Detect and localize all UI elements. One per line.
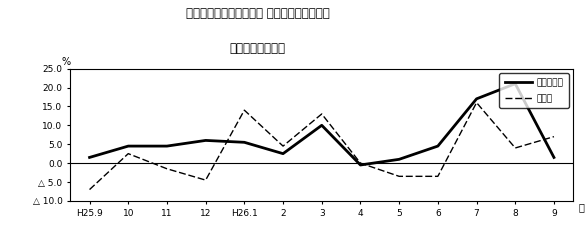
製造業 [86,188,93,191]
調査産業計 [318,124,325,127]
Text: 月: 月 [579,202,584,212]
Line: 製造業: 製造業 [90,103,554,190]
製造業 [280,145,287,147]
製造業 [357,162,364,165]
製造業 [395,175,402,178]
製造業 [550,135,558,138]
調査産業計 [280,152,287,155]
調査産業計 [202,139,209,142]
製造業 [202,179,209,182]
調査産業計 [125,145,132,147]
調査産業計 [512,82,519,85]
Line: 調査産業計: 調査産業計 [90,84,554,165]
調査産業計 [241,141,248,144]
調査産業計 [163,145,170,147]
製造業 [125,152,132,155]
製造業 [241,109,248,112]
製造業 [434,175,441,178]
Text: %: % [61,57,70,67]
製造業 [512,147,519,149]
調査産業計 [550,156,558,159]
Text: （規樯５人以上）: （規樯５人以上） [229,42,285,55]
調査産業計 [434,145,441,147]
製造業 [163,167,170,170]
調査産業計 [395,158,402,161]
製造業 [473,101,480,104]
調査産業計 [473,97,480,100]
Legend: 調査産業計, 製造業: 調査産業計, 製造業 [500,73,569,108]
Text: 第２図　所定外労働時間 対前年同月比の推移: 第２図 所定外労働時間 対前年同月比の推移 [185,7,329,20]
調査産業計 [86,156,93,159]
製造業 [318,112,325,115]
調査産業計 [357,163,364,166]
